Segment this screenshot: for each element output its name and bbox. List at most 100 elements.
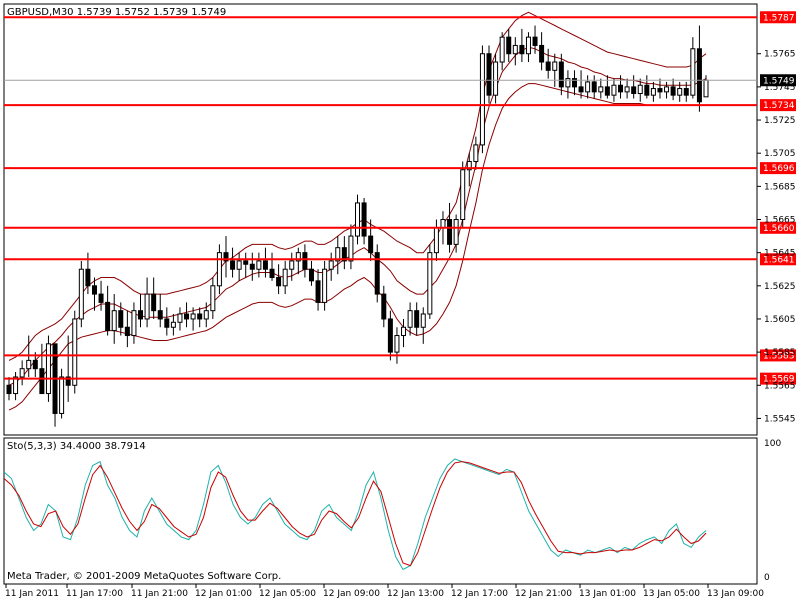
- y-tick-label: 1.5725: [764, 116, 796, 126]
- candle-body: [131, 310, 137, 337]
- y-tick-label: 1.5645: [764, 249, 796, 259]
- y-tick-label: 1.5605: [764, 315, 796, 325]
- candle-body: [65, 376, 71, 386]
- candle-body: [230, 260, 236, 270]
- candle-body: [328, 260, 334, 270]
- candle-body: [571, 78, 577, 88]
- candle-body: [85, 268, 91, 287]
- candle-body: [690, 48, 696, 96]
- candle-body: [302, 252, 308, 270]
- candle-body: [164, 318, 170, 328]
- level-price-label: 1.5583: [763, 351, 795, 361]
- candle-body: [657, 88, 663, 93]
- candle-body: [151, 293, 157, 312]
- candle-body: [13, 376, 19, 395]
- x-tick-label: 12 Jan 13:00: [387, 589, 444, 599]
- x-tick-label: 12 Jan 05:00: [259, 589, 316, 599]
- level-price-label: 1.5641: [763, 255, 795, 265]
- level-price-label: 1.5734: [763, 101, 795, 111]
- candle-body: [98, 293, 104, 303]
- level-price-tag: [760, 162, 796, 175]
- envelope-middle-line: [8, 46, 707, 386]
- candle-body: [433, 227, 439, 254]
- candle-body: [368, 235, 374, 254]
- horizontal-levels: 1.57871.57341.56961.56601.56411.55831.55…: [4, 11, 796, 385]
- candle-body: [578, 86, 584, 93]
- candle-body: [401, 326, 407, 337]
- candle-body: [473, 144, 479, 162]
- candles: [6, 25, 709, 427]
- candle-body: [631, 86, 637, 95]
- level-price-label: 1.5569: [763, 375, 795, 385]
- candle-body: [453, 219, 459, 245]
- candle-body: [677, 88, 683, 96]
- y-tick-label: 1.5705: [764, 149, 796, 159]
- candle-body: [197, 313, 203, 320]
- level-price-tag: [760, 11, 796, 24]
- candle-body: [249, 263, 255, 270]
- y-tick-label: 1.5765: [764, 50, 796, 60]
- candle-body: [394, 335, 400, 353]
- candle-body: [479, 53, 485, 146]
- candle-body: [539, 44, 545, 63]
- price-axis: 1.57651.57451.57251.57051.56851.56651.56…: [757, 50, 796, 424]
- x-tick-label: 11 Jan 17:00: [66, 589, 123, 599]
- candle-body: [157, 310, 163, 320]
- candle-body: [447, 219, 453, 245]
- indicator-scale-top: 100: [764, 439, 781, 449]
- candle-body: [604, 86, 610, 96]
- candle-body: [111, 310, 117, 332]
- candle-body: [203, 310, 209, 320]
- stochastic-main-line: [3, 458, 707, 571]
- candle-body: [184, 313, 190, 320]
- candle-body: [637, 84, 643, 95]
- candle-body: [374, 252, 380, 295]
- candle-body: [519, 44, 525, 55]
- footer-copyright: Meta Trader, © 2001-2009 MetaQuotes Soft…: [7, 571, 281, 582]
- candle-body: [650, 88, 656, 96]
- candle-body: [39, 368, 45, 395]
- candle-body: [276, 277, 282, 287]
- x-tick-label: 12 Jan 21:00: [515, 589, 572, 599]
- candle-body: [118, 310, 124, 328]
- candle-body: [506, 36, 512, 55]
- candle-body: [387, 318, 393, 353]
- time-axis: 11 Jan 2011 11 Jan 17:00 11 Jan 21:00 12 Ja…: [5, 584, 764, 599]
- stochastic-signal-line: [3, 461, 707, 567]
- x-tick-label: 13 Jan 09:00: [707, 589, 764, 599]
- candle-body: [420, 313, 426, 328]
- y-tick-label: 1.5585: [764, 348, 796, 358]
- candle-body: [269, 268, 275, 279]
- x-tick-label: 12 Jan 01:00: [195, 589, 252, 599]
- candle-body: [361, 202, 367, 237]
- current-price-tag: [760, 74, 796, 87]
- candle-body: [512, 44, 518, 55]
- candle-body: [256, 260, 262, 270]
- candle-body: [223, 252, 229, 262]
- candle-body: [78, 268, 84, 320]
- level-price-tag: [760, 99, 796, 112]
- candle-body: [565, 78, 571, 88]
- y-tick-label: 1.5685: [764, 182, 796, 192]
- y-tick-label: 1.5545: [764, 414, 796, 424]
- candle-body: [591, 81, 597, 93]
- symbol-header: GBPUSD,M30 1.5739 1.5752 1.5739 1.5749: [7, 7, 226, 18]
- candle-body: [138, 310, 144, 320]
- candle-body: [341, 247, 347, 262]
- y-tick-label: 1.5565: [764, 381, 796, 391]
- candle-body: [322, 268, 328, 303]
- candle-body: [664, 86, 670, 93]
- candle-body: [216, 252, 222, 287]
- level-price-tag: [760, 372, 796, 385]
- candle-body: [585, 81, 591, 93]
- candle-body: [545, 61, 551, 71]
- candle-body: [696, 48, 702, 103]
- candle-body: [243, 260, 249, 265]
- candle-body: [315, 280, 321, 303]
- candle-body: [289, 260, 295, 270]
- candle-body: [282, 268, 288, 287]
- candle-body: [210, 285, 216, 312]
- x-tick-label: 12 Jan 17:00: [451, 589, 508, 599]
- level-price-label: 1.5787: [763, 13, 795, 23]
